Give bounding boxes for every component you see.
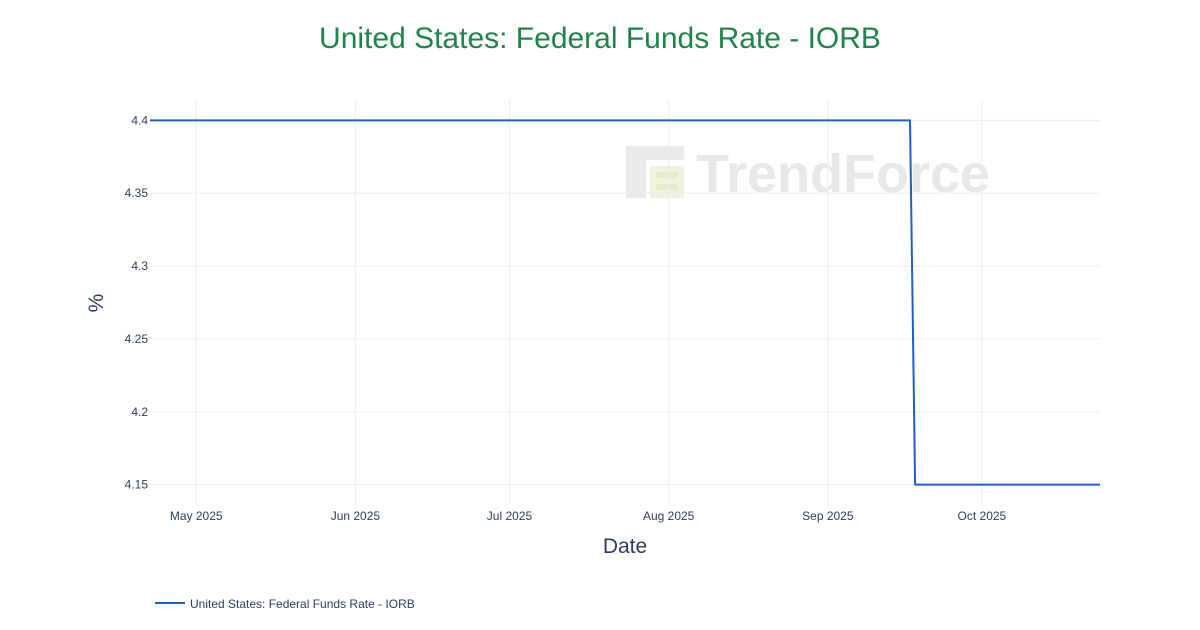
y-tick-label: 4.3 <box>131 259 148 273</box>
series-line <box>150 119 1100 486</box>
y-axis-title: % <box>85 294 108 313</box>
y-tick-label: 4.4 <box>131 113 148 127</box>
watermark: TrendForce <box>626 144 990 204</box>
y-tick-label: 4.35 <box>125 186 149 200</box>
x-tick-label: Aug 2025 <box>643 509 695 523</box>
x-tick-label: May 2025 <box>170 509 223 523</box>
legend[interactable]: United States: Federal Funds Rate - IORB <box>155 597 415 611</box>
x-tick-label: Oct 2025 <box>958 509 1007 523</box>
legend-label: United States: Federal Funds Rate - IORB <box>190 597 415 611</box>
series-layer <box>150 119 1100 486</box>
x-tick-labels: May 2025 Jun 2025 Jul 2025 Aug 2025 Sep 2025… <box>170 509 1007 523</box>
watermark-logo-icon <box>626 146 684 198</box>
watermark-text: TrendForce <box>696 144 990 204</box>
y-tick-label: 4.2 <box>131 405 148 419</box>
x-tick-label: Jun 2025 <box>331 509 381 523</box>
x-tick-label: Sep 2025 <box>802 509 854 523</box>
chart-title: United States: Federal Funds Rate - IORB <box>319 22 881 55</box>
x-axis-title: Date <box>603 535 647 558</box>
y-tick-labels: 4.15 4.2 4.25 4.3 4.35 4.4 <box>125 113 149 491</box>
x-tick-label: Jul 2025 <box>487 509 533 523</box>
y-tick-label: 4.15 <box>125 478 149 492</box>
y-tick-label: 4.25 <box>125 332 149 346</box>
